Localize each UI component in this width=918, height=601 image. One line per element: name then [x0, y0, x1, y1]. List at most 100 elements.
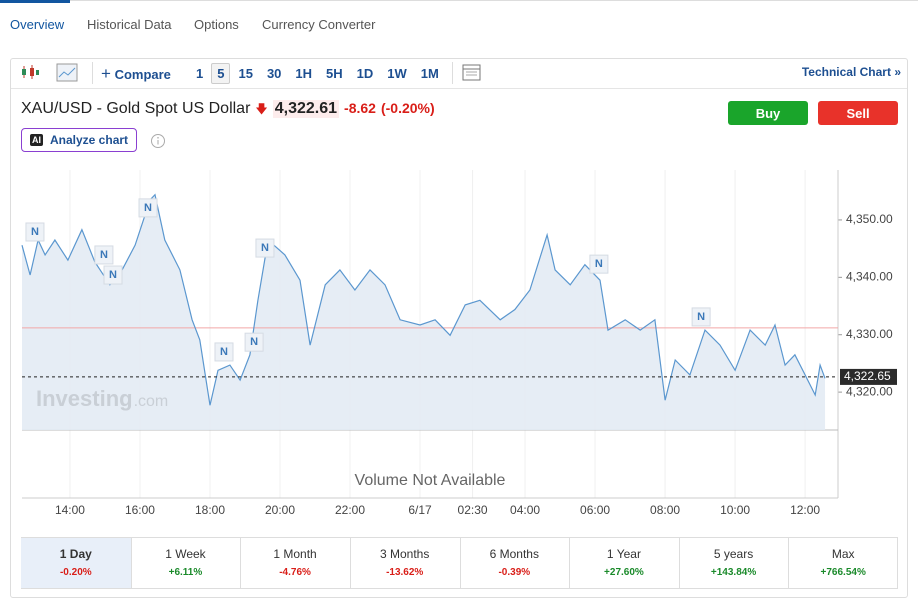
divider [92, 62, 93, 84]
x-tick-label: 02:30 [458, 503, 488, 517]
y-tick-label: 4,320.00 [846, 384, 893, 398]
active-tab-bar [0, 0, 70, 3]
watermark: Investing [36, 386, 133, 411]
chart-frame [10, 58, 908, 598]
period-name: 6 Months [489, 547, 539, 561]
last-price-label: 4,322.65 [844, 369, 891, 383]
news-marker [589, 254, 609, 274]
down-arrow: 🡇 [255, 102, 268, 116]
period-name: 1 Year [606, 547, 641, 561]
divider [452, 62, 453, 84]
last-price-box [840, 368, 897, 385]
interval-button[interactable]: 1D [356, 66, 374, 81]
change-pct: (-0.20%) [380, 100, 435, 116]
buy-button[interactable]: Buy [728, 101, 808, 125]
tab[interactable]: Options [194, 17, 239, 32]
period-change: +27.60% [604, 567, 644, 578]
x-tick-label: 10:00 [720, 503, 750, 517]
volume-note: Volume Not Available [355, 472, 506, 489]
tab[interactable]: Historical Data [87, 17, 172, 32]
period-name: 5 years [713, 547, 754, 561]
period-name: 1 Week [165, 547, 206, 561]
period-change: -13.62% [386, 567, 424, 578]
ai-badge: AI [30, 134, 43, 146]
technical-chart-link[interactable]: Technical Chart » [801, 65, 901, 79]
period-cell[interactable]: Max +766.54% [788, 538, 898, 588]
price: 4,322.61 [272, 100, 340, 118]
news-marker-label: N [697, 311, 705, 323]
news-marker [214, 342, 234, 362]
news-marker [691, 307, 711, 327]
instrument-title: XAU/USD - Gold Spot US Dollar [21, 100, 251, 117]
news-marker [138, 198, 158, 218]
news-marker-label: N [144, 202, 152, 214]
period-cell[interactable]: 5 years +143.84% [679, 538, 790, 588]
y-tick-label: 4,330.00 [846, 327, 893, 341]
y-tick-label: 4,350.00 [846, 212, 893, 226]
x-tick-label: 18:00 [195, 503, 225, 517]
compare-button[interactable]: + Compare [101, 64, 171, 83]
news-marker-label: N [31, 226, 39, 238]
x-tick-label: 14:00 [55, 503, 85, 517]
price-area [22, 194, 826, 430]
tab[interactable]: Currency Converter [262, 17, 376, 32]
x-tick-label: 06:00 [580, 503, 610, 517]
period-name: 1 Day [59, 547, 92, 561]
analyze-label: Analyze chart [50, 133, 129, 147]
watermark-suffix: .com [134, 393, 169, 410]
interval-button[interactable]: 1W [387, 66, 407, 81]
x-tick-label: 12:00 [790, 503, 820, 517]
interval-button[interactable]: 1M [420, 66, 439, 81]
period-cell[interactable]: 3 Months -13.62% [350, 538, 461, 588]
period-cell[interactable]: 1 Year +27.60% [569, 538, 680, 588]
x-tick-label: 16:00 [125, 503, 155, 517]
layout-icon[interactable] [462, 64, 482, 82]
period-change: +6.11% [168, 567, 203, 578]
x-tick-label: 6/17 [408, 503, 432, 517]
interval-group: 1 5 15 30 1H 5H 1D 1W 1M [190, 63, 447, 84]
news-marker-label: N [220, 346, 228, 358]
period-name: 1 Month [273, 547, 317, 561]
period-change: -4.76% [279, 567, 311, 578]
period-cell[interactable]: 1 Month -4.76% [240, 538, 351, 588]
interval-button[interactable]: 1 [196, 66, 204, 81]
period-change: -0.39% [498, 567, 531, 578]
period-change: -0.20% [59, 567, 92, 578]
change: -8.62 [344, 100, 376, 116]
news-marker-label: N [109, 269, 117, 281]
interval-button[interactable]: 5 [211, 63, 231, 84]
news-marker [103, 265, 123, 285]
period-name: 3 Months [380, 547, 430, 561]
chart-type-icons[interactable] [20, 63, 80, 83]
period-cell[interactable]: 1 Day -0.20% [21, 538, 132, 588]
period-cell[interactable]: 6 Months -0.39% [460, 538, 571, 588]
x-tick-label: 20:00 [265, 503, 295, 517]
sell-button[interactable]: Sell [818, 101, 898, 125]
period-change: +766.54% [820, 567, 866, 578]
interval-button[interactable]: 5H [326, 66, 343, 81]
instrument-header: XAU/USD - Gold Spot US Dollar 🡇 4,322.61… [21, 100, 435, 121]
news-marker-label: N [595, 258, 603, 270]
news-marker-label: N [250, 336, 258, 348]
toolbar-rule [11, 88, 907, 89]
x-tick-label: 22:00 [335, 503, 365, 517]
analyze-chart-button[interactable]: AI Analyze chart [21, 128, 138, 152]
period-cell[interactable]: 1 Week +6.11% [131, 538, 242, 588]
news-marker [244, 332, 264, 352]
period-change: +143.84% [710, 567, 757, 578]
interval-button[interactable]: 30 [266, 66, 282, 81]
x-tick-label: 04:00 [510, 503, 540, 517]
interval-button[interactable]: 15 [238, 66, 253, 81]
info-icon[interactable] [150, 133, 166, 149]
news-marker [94, 245, 114, 265]
interval-button[interactable]: 1H [295, 66, 313, 81]
news-marker [255, 238, 275, 258]
news-marker-label: N [261, 242, 269, 254]
tab[interactable]: Overview [10, 17, 65, 32]
news-marker [25, 222, 45, 242]
period-name: Max [831, 547, 855, 561]
news-marker-label: N [100, 249, 108, 261]
y-tick-label: 4,340.00 [846, 270, 893, 284]
